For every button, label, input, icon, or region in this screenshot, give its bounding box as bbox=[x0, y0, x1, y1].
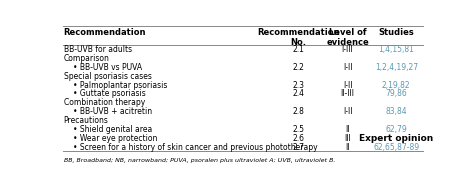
Text: Recommendation
No.: Recommendation No. bbox=[257, 28, 339, 47]
Text: 2.3: 2.3 bbox=[292, 81, 304, 90]
Text: 2.1: 2.1 bbox=[292, 45, 304, 54]
Text: • Wear eye protection: • Wear eye protection bbox=[73, 134, 157, 143]
Text: Precautions: Precautions bbox=[64, 116, 109, 125]
Text: Combination therapy: Combination therapy bbox=[64, 98, 145, 107]
Text: Special psoriasis cases: Special psoriasis cases bbox=[64, 72, 152, 81]
Text: • Guttate psoriasis: • Guttate psoriasis bbox=[73, 89, 146, 98]
Text: I-II: I-II bbox=[343, 81, 352, 90]
Text: III: III bbox=[344, 134, 351, 143]
Text: 2.2: 2.2 bbox=[292, 63, 304, 72]
Text: 1,2,4,19,27: 1,2,4,19,27 bbox=[375, 63, 418, 72]
Text: • Shield genital area: • Shield genital area bbox=[73, 125, 152, 134]
Text: 2.5: 2.5 bbox=[292, 125, 304, 134]
Text: 62,65,87-89: 62,65,87-89 bbox=[373, 143, 419, 152]
Text: Level of
evidence: Level of evidence bbox=[326, 28, 369, 47]
Text: 79,86: 79,86 bbox=[385, 89, 407, 98]
Text: • Palmoplantar psoriasis: • Palmoplantar psoriasis bbox=[73, 81, 167, 90]
Text: 2.6: 2.6 bbox=[292, 134, 304, 143]
Text: 1,4,15,81: 1,4,15,81 bbox=[378, 45, 414, 54]
Text: 2,19,82: 2,19,82 bbox=[382, 81, 410, 90]
Text: II-III: II-III bbox=[341, 89, 355, 98]
Text: I-II: I-II bbox=[343, 107, 352, 116]
Text: Comparison: Comparison bbox=[64, 54, 109, 63]
Text: BB-UVB for adults: BB-UVB for adults bbox=[64, 45, 132, 54]
Text: 83,84: 83,84 bbox=[385, 107, 407, 116]
Text: I-III: I-III bbox=[342, 45, 354, 54]
Text: Recommendation: Recommendation bbox=[64, 28, 146, 37]
Text: • BB-UVB vs PUVA: • BB-UVB vs PUVA bbox=[73, 63, 142, 72]
Text: 62,79: 62,79 bbox=[385, 125, 407, 134]
Text: BB, Broadband; NB, narrowband; PUVA, psoralen plus ultraviolet A; UVB, ultraviol: BB, Broadband; NB, narrowband; PUVA, pso… bbox=[64, 158, 335, 163]
Text: Studies: Studies bbox=[378, 28, 414, 37]
Text: II: II bbox=[346, 143, 350, 152]
Text: • Screen for a history of skin cancer and previous phototherapy: • Screen for a history of skin cancer an… bbox=[73, 143, 318, 152]
Text: 2.4: 2.4 bbox=[292, 89, 304, 98]
Text: I-II: I-II bbox=[343, 63, 352, 72]
Text: II: II bbox=[346, 125, 350, 134]
Text: Expert opinion: Expert opinion bbox=[359, 134, 433, 143]
Text: • BB-UVB + acitretin: • BB-UVB + acitretin bbox=[73, 107, 152, 116]
Text: 2.7: 2.7 bbox=[292, 143, 304, 152]
Text: 2.8: 2.8 bbox=[292, 107, 304, 116]
